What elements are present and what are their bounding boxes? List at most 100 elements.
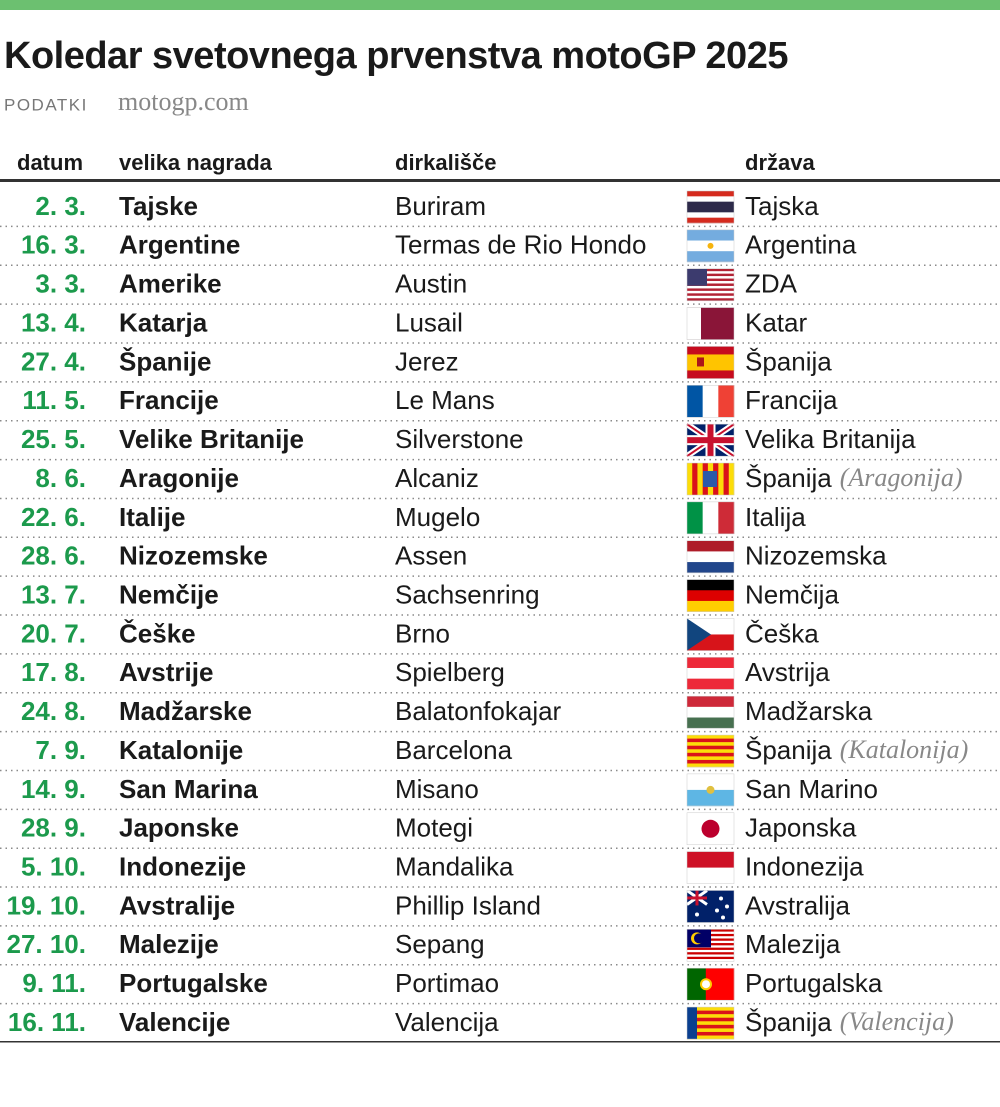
flag xyxy=(686,346,735,379)
region: (Aragonija) xyxy=(840,463,963,492)
flag-border xyxy=(686,695,735,729)
column-header: datum xyxy=(17,150,83,175)
flag-part xyxy=(687,954,734,958)
date: 9. 11. xyxy=(22,968,86,998)
flag xyxy=(686,967,735,1001)
date: 17. 8. xyxy=(21,657,86,687)
grand-prix: Nizozemske xyxy=(119,541,268,571)
flag xyxy=(686,190,735,224)
date: 16. 11. xyxy=(8,1007,86,1037)
flag-part xyxy=(687,1024,734,1029)
grand-prix: Velike Britanije xyxy=(119,424,304,454)
flag-part xyxy=(687,949,734,953)
grand-prix: Katalonije xyxy=(119,735,243,765)
flag-part xyxy=(687,742,734,747)
circuit: Brno xyxy=(395,618,450,648)
flag-border xyxy=(686,229,735,263)
circuit: Silverstone xyxy=(395,424,524,454)
flag-part xyxy=(687,201,734,213)
flag-part xyxy=(687,657,734,669)
circuit: Buriram xyxy=(395,191,486,221)
country: San Marino xyxy=(745,774,878,804)
column-header: država xyxy=(745,150,815,175)
circuit: Barcelona xyxy=(395,735,513,765)
country: Portugalska xyxy=(745,968,883,998)
country: Španija xyxy=(745,1007,832,1037)
flag-part xyxy=(687,759,734,764)
flag-border xyxy=(686,462,735,496)
flag-border xyxy=(686,890,735,923)
flag xyxy=(686,657,735,690)
flag-border xyxy=(686,540,735,573)
circuit: Jerez xyxy=(395,346,459,376)
flag-part xyxy=(687,293,734,297)
flag-part xyxy=(687,1007,697,1040)
source: motogp.com xyxy=(118,87,249,116)
flag-part xyxy=(687,706,734,718)
title: Koledar svetovnega prvenstva motoGP 2025 xyxy=(4,35,788,77)
date: 22. 6. xyxy=(21,502,86,532)
flag-border xyxy=(686,385,735,418)
date: 28. 9. xyxy=(21,813,86,843)
flag-part xyxy=(694,933,704,944)
country: Francija xyxy=(745,385,838,415)
flag-part xyxy=(702,980,710,989)
grand-prix: Aragonije xyxy=(119,463,239,493)
grand-prix: Amerike xyxy=(119,269,222,299)
flag-part xyxy=(687,346,734,355)
flag-border xyxy=(686,618,735,651)
date: 7. 9. xyxy=(35,735,86,765)
grand-prix: Nemčije xyxy=(119,579,219,609)
circuit: Phillip Island xyxy=(395,890,541,920)
country: Španija xyxy=(745,463,832,493)
flag-border xyxy=(686,734,735,768)
flag-part xyxy=(715,908,719,913)
grand-prix: Češke xyxy=(119,618,196,648)
circuit: Mandalika xyxy=(395,851,514,881)
circuit: Motegi xyxy=(395,813,473,843)
flag-part xyxy=(687,1010,734,1015)
flag-part xyxy=(687,756,734,761)
flag-part xyxy=(687,501,703,534)
column-header: velika nagrada xyxy=(119,150,273,175)
grand-prix: Katarja xyxy=(119,307,208,337)
bottom-rule xyxy=(0,1041,1000,1043)
date: 13. 4. xyxy=(21,307,86,337)
flag-border xyxy=(686,346,735,379)
flag-part xyxy=(721,915,725,920)
flag xyxy=(686,385,735,418)
flag-part xyxy=(687,463,693,496)
flag xyxy=(686,618,735,651)
country: Češka xyxy=(745,618,819,648)
flag-part xyxy=(687,1031,734,1036)
date: 27. 4. xyxy=(21,346,86,376)
flag-part xyxy=(687,562,734,574)
flag xyxy=(686,851,735,884)
flag-part xyxy=(728,463,735,496)
grand-prix: Francije xyxy=(119,385,219,415)
flag-part xyxy=(687,763,734,768)
flag xyxy=(685,421,736,459)
date: 2. 3. xyxy=(35,191,86,221)
flag-part xyxy=(687,251,734,263)
date: 3. 3. xyxy=(35,269,86,299)
flag-part xyxy=(718,463,724,496)
flag-border xyxy=(686,929,735,962)
flag-part xyxy=(687,867,734,884)
flag-part xyxy=(695,890,699,906)
flag-part xyxy=(687,735,734,739)
flag-part xyxy=(687,752,734,757)
circuit: Sachsenring xyxy=(395,579,540,609)
source-label: PODATKI xyxy=(4,95,88,114)
grand-prix: Valencije xyxy=(119,1007,230,1037)
header-rule xyxy=(0,179,1000,182)
flag-part xyxy=(687,959,734,962)
flag-part xyxy=(687,773,734,791)
circuit: Mugelo xyxy=(395,502,480,532)
flag-part xyxy=(687,952,734,955)
flag-part xyxy=(687,385,703,418)
grand-prix: Argentine xyxy=(119,230,240,260)
flag xyxy=(686,773,735,807)
flag-part xyxy=(687,696,734,708)
flag-part xyxy=(687,1035,734,1040)
